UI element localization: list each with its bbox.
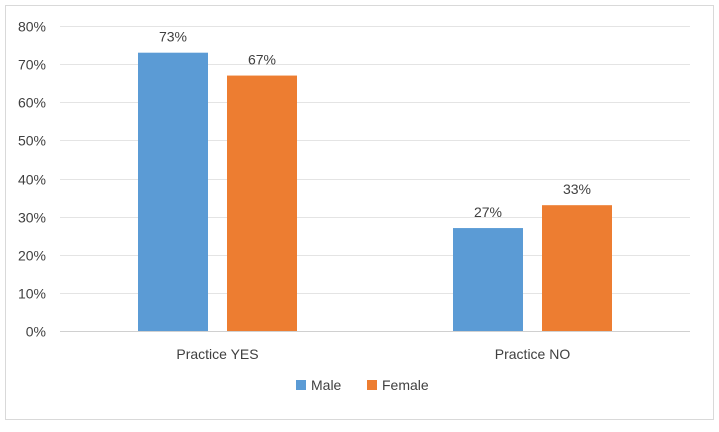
y-tick-label: 0% xyxy=(26,324,46,340)
bar-male-2 xyxy=(453,228,523,331)
y-tick-label: 10% xyxy=(18,286,46,302)
bar-male-1 xyxy=(138,52,208,331)
data-label: 33% xyxy=(563,181,591,197)
y-tick-label: 30% xyxy=(18,210,46,226)
legend: Male Female xyxy=(296,377,429,393)
data-label: 27% xyxy=(474,204,502,220)
data-label: 73% xyxy=(159,29,187,45)
bars xyxy=(138,52,612,331)
x-tick-label: Practice YES xyxy=(176,346,258,362)
data-label: 67% xyxy=(248,52,276,68)
legend-label-female: Female xyxy=(382,377,429,393)
x-tick-label: Practice NO xyxy=(495,346,571,362)
y-tick-label: 50% xyxy=(18,133,46,149)
legend-swatch-female xyxy=(367,380,377,390)
y-axis-tick-labels: 0% 10% 20% 30% 40% 50% 60% 70% 80% xyxy=(18,19,46,340)
legend-label-male: Male xyxy=(311,377,342,393)
y-tick-label: 70% xyxy=(18,57,46,73)
x-axis-tick-labels: Practice YES Practice NO xyxy=(176,346,570,362)
bar-female-2 xyxy=(542,205,612,331)
bar-female-1 xyxy=(227,75,297,331)
y-tick-label: 60% xyxy=(18,95,46,111)
y-tick-label: 80% xyxy=(18,19,46,35)
y-tick-label: 40% xyxy=(18,172,46,188)
y-tick-label: 20% xyxy=(18,248,46,264)
data-labels: 73% 67% 27% 33% xyxy=(159,29,591,220)
legend-swatch-male xyxy=(296,380,306,390)
